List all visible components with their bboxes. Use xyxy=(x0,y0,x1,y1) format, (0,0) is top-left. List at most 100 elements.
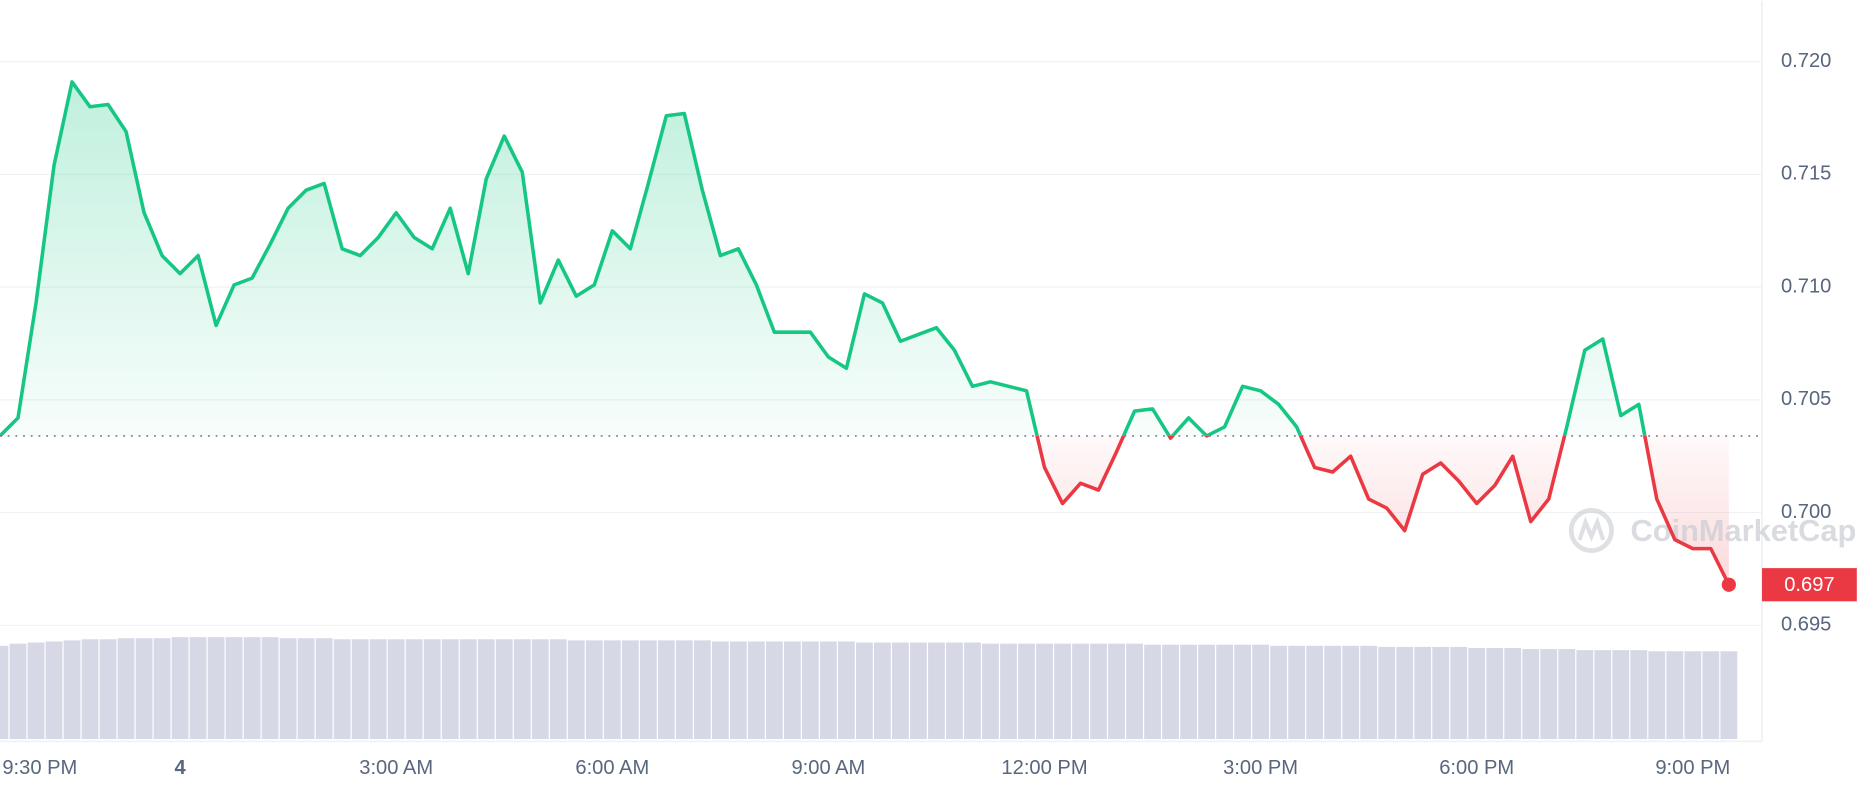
volume-bar xyxy=(351,639,369,740)
volume-bar xyxy=(1630,650,1648,740)
volume-bar xyxy=(297,638,315,740)
volume-bar xyxy=(928,642,945,740)
volume-bar xyxy=(1090,643,1107,740)
volume-bar xyxy=(369,639,387,740)
volume-bar xyxy=(1072,643,1089,740)
volume-bar xyxy=(1558,649,1576,740)
volume-bar xyxy=(1684,651,1702,740)
volume-bar xyxy=(1720,651,1738,740)
volume-bar xyxy=(1666,651,1684,740)
price-line-down xyxy=(0,435,1731,586)
volume-bar xyxy=(45,641,63,740)
volume-bar xyxy=(729,641,747,740)
volume-bar xyxy=(387,639,405,740)
volume-bar xyxy=(1018,643,1035,740)
volume-bar xyxy=(27,642,45,740)
volume-bar xyxy=(243,637,261,740)
volume-bar xyxy=(495,639,513,740)
volume-bar xyxy=(874,642,891,740)
volume-bar xyxy=(621,640,639,740)
volume-bar xyxy=(261,637,279,740)
volume-bar xyxy=(225,637,243,740)
volume-bar xyxy=(477,639,495,740)
volume-bar xyxy=(1288,645,1306,740)
volume-bar xyxy=(892,642,909,740)
volume-bar xyxy=(81,639,99,740)
y-tick-label: 0.695 xyxy=(1781,614,1831,636)
volume-bar xyxy=(982,643,999,740)
volume-bar xyxy=(189,637,207,740)
volume-bar xyxy=(1432,646,1450,740)
volume-bar xyxy=(63,640,81,740)
volume-bar xyxy=(1036,643,1053,740)
volume-bar xyxy=(1360,645,1378,740)
volume-bar xyxy=(135,638,153,740)
volume-bar xyxy=(856,642,873,740)
volume-bar xyxy=(711,641,729,740)
volume-bar xyxy=(459,639,477,740)
volume-bar xyxy=(1540,649,1558,740)
volume-bar xyxy=(1234,644,1252,740)
y-tick-label: 0.715 xyxy=(1781,163,1831,185)
volume-bar xyxy=(1504,647,1522,740)
volume-bar xyxy=(207,637,225,740)
volume-bar xyxy=(423,639,441,740)
volume-bar xyxy=(1522,649,1540,740)
volume-bar xyxy=(585,640,603,740)
volume-bar xyxy=(1702,651,1720,740)
volume-bar xyxy=(171,637,189,740)
volume-bar xyxy=(747,641,765,740)
volume-bar xyxy=(1414,646,1432,740)
watermark: CoinMarketCap xyxy=(1630,513,1856,548)
volume-bar xyxy=(531,639,549,740)
x-tick-label: 3:00 AM xyxy=(359,757,433,779)
volume-bar xyxy=(1378,646,1396,740)
volume-bar xyxy=(1468,647,1486,740)
area-up xyxy=(0,81,1645,436)
x-tick-label: 12:00 PM xyxy=(1001,757,1087,779)
y-tick-label: 0.710 xyxy=(1781,275,1831,297)
price-tag-label: 0.697 xyxy=(1784,574,1834,596)
volume-bar xyxy=(765,641,783,740)
volume-bar xyxy=(1270,645,1288,740)
volume-bar xyxy=(1180,644,1197,740)
price-line-up xyxy=(0,80,1647,436)
volume-bar xyxy=(910,642,927,740)
volume-bar xyxy=(693,640,711,740)
volume-bar xyxy=(1108,643,1125,740)
volume-bar xyxy=(603,640,621,740)
volume-bar xyxy=(9,643,27,740)
x-tick-label: 6:00 PM xyxy=(1439,757,1514,779)
x-tick-label: 6:00 AM xyxy=(575,757,649,779)
price-tag xyxy=(1762,568,1857,602)
volume-bar xyxy=(1054,643,1071,740)
volume-bar xyxy=(117,638,135,740)
volume-bar xyxy=(1216,644,1234,740)
y-tick-label: 0.705 xyxy=(1781,388,1831,410)
volume-bar xyxy=(783,641,801,740)
volume-bar xyxy=(153,638,171,740)
x-tick-label: 9:00 PM xyxy=(1655,757,1730,779)
volume-bar xyxy=(279,638,297,740)
x-tick-label: 3:00 PM xyxy=(1223,757,1298,779)
volume-bar xyxy=(964,642,981,740)
watermark-logo xyxy=(1568,507,1614,554)
volume-bar xyxy=(1450,646,1468,740)
volume-bar xyxy=(1594,650,1612,740)
volume-bar xyxy=(657,640,675,740)
volume-bar xyxy=(1396,646,1414,740)
last-price-dot xyxy=(1721,577,1736,592)
volume-bar xyxy=(1162,644,1179,740)
volume-bar xyxy=(549,639,567,740)
volume-bar xyxy=(0,645,9,740)
volume-bar xyxy=(1252,644,1270,740)
volume-bar xyxy=(333,639,351,740)
x-tick-label: 9:00 AM xyxy=(791,757,865,779)
volume-bar xyxy=(513,639,531,740)
volume-bar xyxy=(639,640,657,740)
volume-bar xyxy=(1342,645,1360,740)
volume-bar xyxy=(1324,645,1342,740)
volume-bar xyxy=(1486,647,1504,740)
